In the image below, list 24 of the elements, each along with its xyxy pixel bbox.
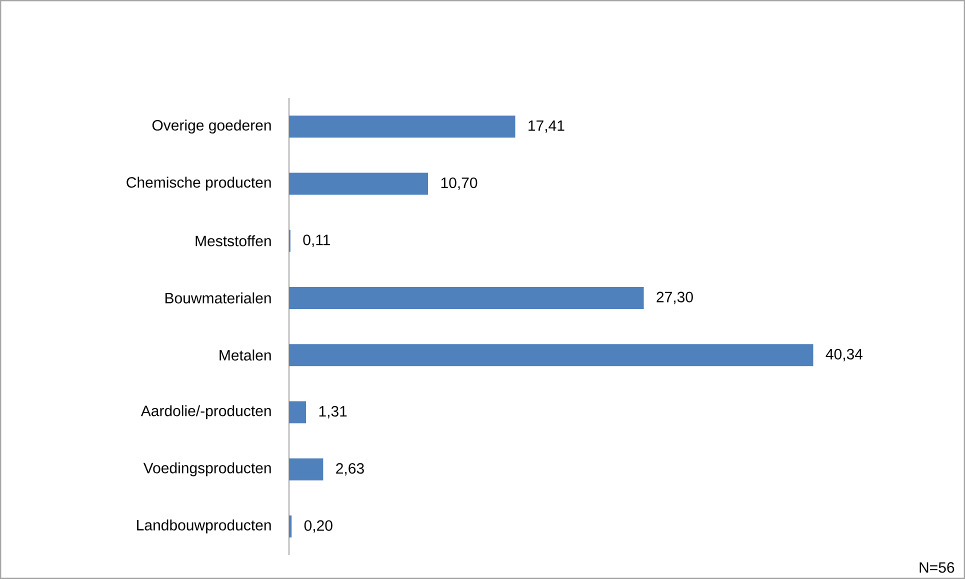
- bar: [289, 286, 644, 309]
- data-label: 1,31: [319, 406, 347, 418]
- data-label: 10,70: [441, 178, 478, 190]
- y-tick-label: Landbouwproducten: [137, 519, 271, 534]
- text: N=56: [920, 562, 954, 573]
- data-label: 27,30: [656, 292, 693, 304]
- y-tick-label: Overige goederen: [152, 120, 271, 134]
- bar: [289, 515, 292, 538]
- y-tick-label: Metalen: [220, 350, 271, 361]
- data-label: 40,34: [826, 348, 863, 362]
- data-label: 0,20: [304, 520, 332, 533]
- bar: [289, 401, 306, 424]
- data-label: 2,63: [336, 463, 364, 476]
- bar: [289, 116, 516, 138]
- y-tick-label: Meststoffen: [196, 235, 271, 246]
- y-tick-label: Aardolie/-producten: [140, 405, 271, 420]
- bar: [289, 172, 428, 195]
- y-tick-label: Chemische producten: [126, 176, 271, 191]
- data-label: 17,41: [528, 120, 564, 133]
- data-label: 0,11: [303, 234, 330, 248]
- bar: [289, 458, 324, 480]
- bar: [289, 344, 814, 366]
- y-tick-label: Bouwmaterialen: [165, 292, 271, 304]
- y-tick-label: Voedingsproducten: [143, 462, 271, 476]
